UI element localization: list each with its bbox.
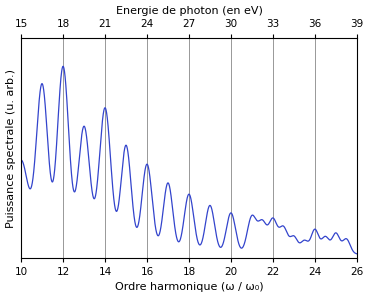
X-axis label: Ordre harmonique (ω / ω₀): Ordre harmonique (ω / ω₀) bbox=[115, 283, 263, 292]
X-axis label: Energie de photon (en eV): Energie de photon (en eV) bbox=[115, 6, 262, 15]
Y-axis label: Puissance spectrale (u. arb.): Puissance spectrale (u. arb.) bbox=[6, 69, 15, 227]
